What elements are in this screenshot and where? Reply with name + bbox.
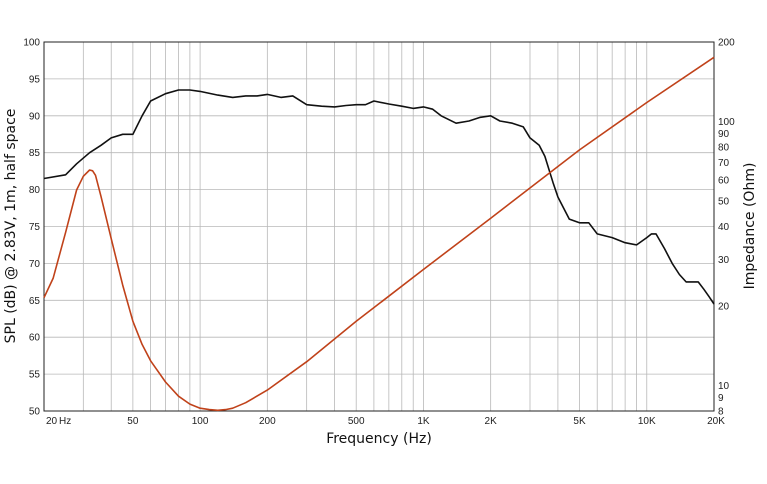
- x-tick-label: 200: [259, 416, 276, 427]
- x-tick-label: 50: [127, 416, 139, 427]
- y-axis-ticks: 50 55 60 65 70 75 80 85 90 95 100: [23, 38, 40, 418]
- x-tick-label: 2K: [485, 416, 498, 427]
- x-axis-ticks: 20 50 100 200 500 1K 2K 5K 10K 20K: [46, 416, 725, 427]
- y2-tick-label: 50: [718, 196, 730, 207]
- y-tick-label: 85: [29, 148, 41, 159]
- y2-tick-label: 30: [718, 255, 730, 266]
- y2-tick-label: 60: [718, 176, 730, 187]
- x-tick-label: 10K: [638, 416, 656, 427]
- y2-axis-title: Impedance (Ohm): [742, 163, 758, 290]
- spl-curve: [43, 89, 715, 305]
- y2-tick-label: 100: [718, 117, 735, 128]
- y2-tick-label: 70: [718, 158, 730, 169]
- y2-tick-label: 80: [718, 143, 730, 154]
- grid: [44, 42, 714, 411]
- plot-frame: [43, 41, 715, 412]
- y-tick-label: 70: [29, 259, 41, 270]
- y-tick-label: 65: [29, 296, 41, 307]
- x-unit-label: Hz: [59, 416, 71, 427]
- y2-tick-label: 200: [718, 38, 735, 49]
- y-tick-label: 90: [29, 111, 41, 122]
- y-tick-label: 55: [29, 370, 41, 381]
- y2-tick-label: 9: [718, 393, 724, 404]
- x-tick-label: 100: [192, 416, 209, 427]
- y-axis-title: SPL (dB) @ 2.83V, 1m, half space: [3, 109, 19, 344]
- y2-tick-label: 20: [718, 301, 730, 312]
- y-tick-label: 50: [29, 407, 41, 418]
- x-tick-label: 20: [46, 416, 58, 427]
- y2-tick-label: 10: [718, 381, 730, 392]
- y-tick-label: 80: [29, 185, 41, 196]
- y2-tick-label: 40: [718, 222, 730, 233]
- x-tick-label: 1K: [417, 416, 430, 427]
- series-group: [43, 56, 715, 412]
- y-tick-label: 75: [29, 222, 41, 233]
- y-tick-label: 100: [23, 38, 40, 49]
- y-tick-label: 95: [29, 74, 41, 85]
- x-axis-title: Frequency (Hz): [326, 431, 432, 447]
- y-tick-label: 60: [29, 333, 41, 344]
- x-tick-label: 5K: [573, 416, 586, 427]
- y2-tick-label: 8: [718, 407, 724, 418]
- impedance-curve: [43, 56, 715, 412]
- y2-tick-label: 90: [718, 129, 730, 140]
- x-tick-label: 500: [348, 416, 365, 427]
- x-tick-label: 20K: [707, 416, 725, 427]
